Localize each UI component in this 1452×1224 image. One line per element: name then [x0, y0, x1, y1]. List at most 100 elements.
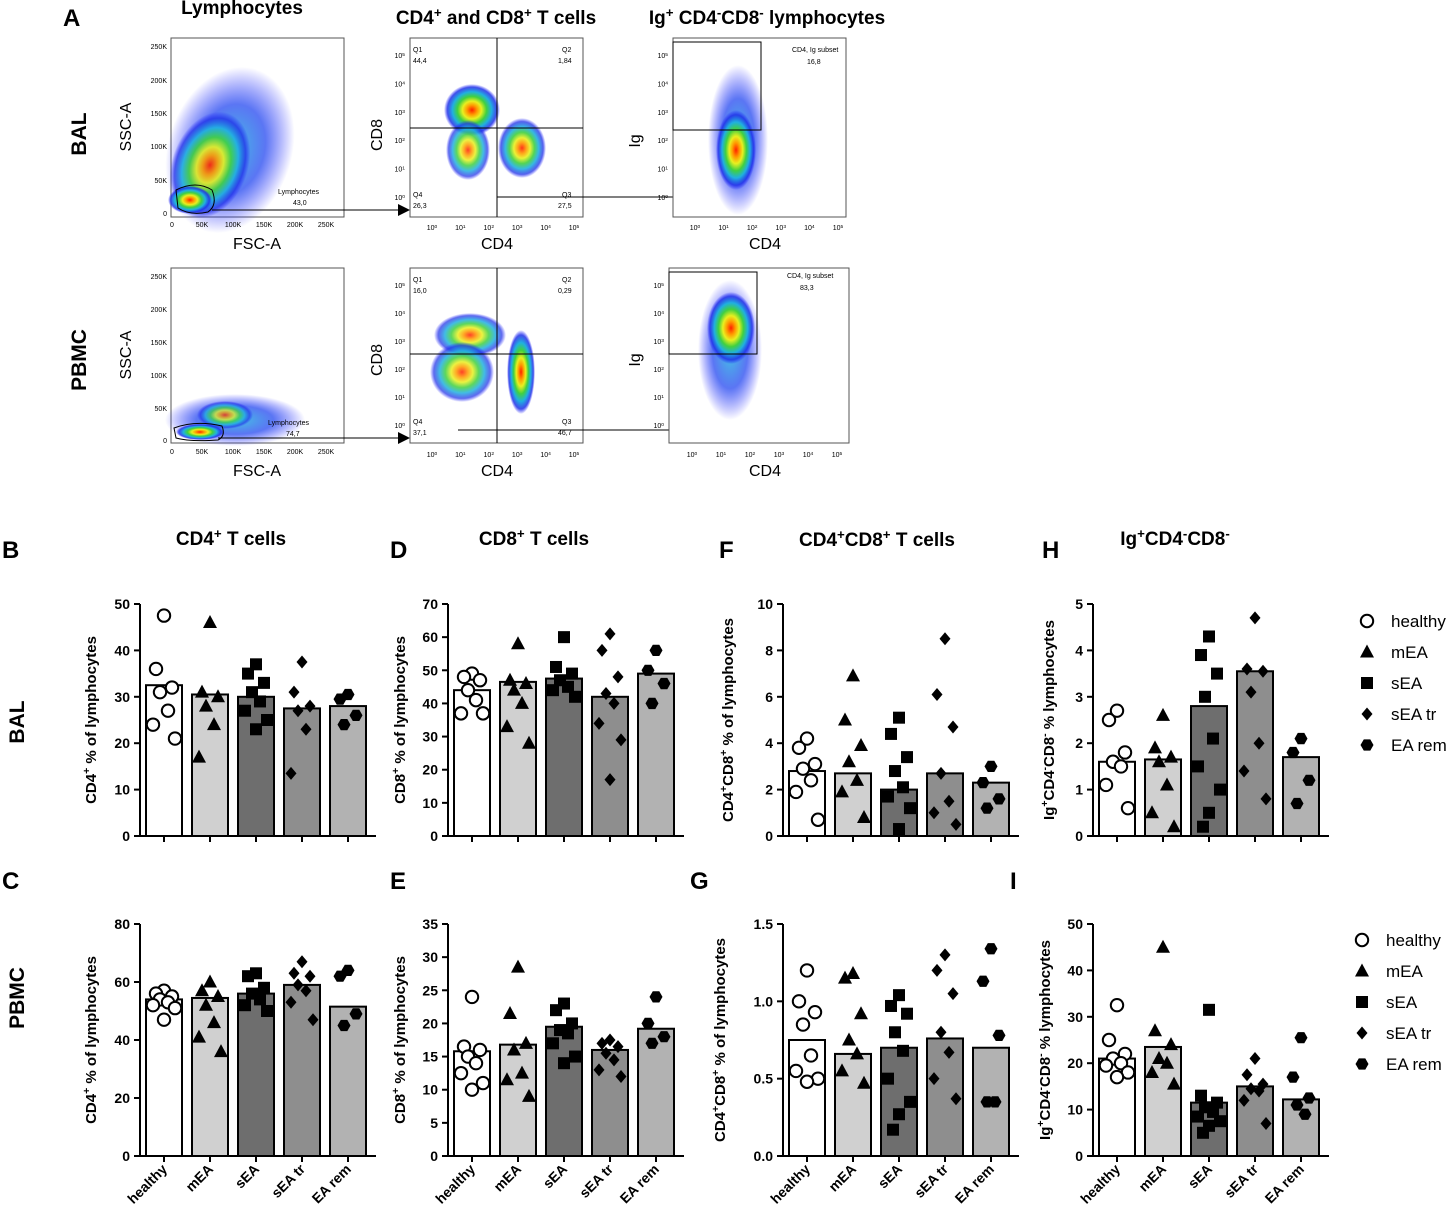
legend-label: healthy: [1386, 931, 1441, 950]
pbmc-subset-yticks: 100 101 102 103 104 105: [653, 282, 664, 431]
log-tick-label: 100: [690, 224, 701, 233]
data-point: [1241, 662, 1253, 676]
data-point: [649, 991, 663, 1003]
data-point: [453, 706, 469, 721]
legend-label: sEA tr: [1386, 1024, 1432, 1043]
pbmc-q3-name: Q3: [562, 419, 571, 426]
svg-text:150K: 150K: [151, 340, 168, 347]
data-point: [304, 969, 316, 983]
data-point: [288, 685, 300, 699]
panel-label-h: H: [1042, 537, 1059, 564]
data-point: [507, 682, 521, 696]
bal-scatter-ylabel: SSC-A: [118, 102, 135, 151]
bar-sea: [237, 992, 275, 1157]
data-point: [600, 1046, 612, 1060]
data-point: [507, 1042, 521, 1056]
y-tick-label: 50: [1067, 916, 1083, 932]
data-point: [803, 773, 819, 788]
data-point: [641, 664, 655, 676]
bal-scatter-yticks: 250K 200K 150K 100K 50K 0: [151, 44, 168, 218]
data-point: [950, 1092, 962, 1106]
svg-text:200K: 200K: [287, 449, 304, 456]
data-point: [604, 627, 616, 641]
data-point: [788, 784, 804, 800]
log-tick-label: 100: [427, 451, 438, 460]
y-axis-label: CD8+ % of lymphocytes: [390, 956, 409, 1124]
data-point: [453, 1065, 469, 1081]
data-point: [857, 809, 871, 823]
data-point: [657, 677, 671, 690]
bal-subset-gate: [672, 41, 762, 131]
log-tick-label: 105: [653, 282, 664, 291]
panel-label-f: F: [719, 537, 734, 564]
bal-q4-name: Q4: [413, 192, 422, 199]
data-point: [939, 632, 951, 646]
svg-text:0: 0: [170, 449, 174, 456]
y-tick-label: 30: [114, 689, 130, 705]
data-point: [885, 727, 897, 740]
bal-subset-xlabel: CD4: [749, 236, 781, 253]
log-tick-label: 102: [484, 224, 495, 233]
bal-q3-name: Q3: [562, 192, 571, 199]
chart-panel-f: F CD4+CD8+ T cells 0 2 4 6 8 10 CD4+CD8+ % of ly…: [718, 527, 1019, 844]
data-point: [807, 1004, 823, 1020]
data-point: [1197, 1126, 1209, 1139]
y-tick-label: 4: [765, 735, 773, 751]
data-point: [593, 716, 605, 730]
data-point: [472, 1042, 488, 1058]
log-tick-label: 104: [394, 310, 405, 319]
y-tick-label: 0.5: [754, 1071, 774, 1087]
pbmc-scatter-density: [165, 394, 305, 446]
y-tick-label: 1.5: [754, 916, 774, 932]
x-tick-label: sEA: [540, 1161, 571, 1192]
log-tick-label: 101: [718, 224, 729, 233]
data-point: [258, 981, 270, 994]
data-point: [1260, 1117, 1272, 1131]
data-point: [641, 1017, 655, 1030]
data-point: [803, 1048, 819, 1063]
chart-panel-c: C 0 20 40 60 80 CD4+ % of lymphocytes healthy mE…: [2, 868, 376, 1207]
pbmc-subset-gate-name: CD4, Ig subset: [787, 273, 833, 280]
data-point: [893, 1108, 905, 1121]
log-tick-label: 100: [657, 194, 668, 203]
data-point: [850, 772, 864, 786]
bal-subset-yticks: 100 101 102 103 104 105: [657, 52, 668, 203]
legend-label: healthy: [1391, 612, 1446, 631]
data-point: [547, 684, 559, 697]
data-point: [1145, 805, 1159, 819]
data-point: [1152, 754, 1166, 768]
data-point: [943, 1045, 955, 1059]
log-tick-label: 105: [833, 224, 844, 233]
chart-title: CD4+ T cells: [176, 526, 286, 551]
bal-subset-plot: CD4, Ig subset 16,8 CD4 Ig 100 101 102 103 1…: [627, 37, 847, 253]
y-tick-label: 60: [114, 974, 130, 990]
y-axis-label: CD4+CD8+ % of lymphocytes: [710, 938, 729, 1142]
data-point: [1167, 1076, 1181, 1090]
data-point: [1164, 749, 1178, 763]
data-point: [246, 686, 258, 699]
row-label-pbmc: PBMC: [6, 967, 29, 1029]
data-point: [1164, 1037, 1178, 1051]
data-point: [254, 993, 266, 1006]
pbmc-scatter-xlabel: FSC-A: [233, 463, 281, 480]
data-point: [1109, 998, 1125, 1013]
y-tick-label: 30: [422, 729, 438, 745]
data-point: [211, 989, 225, 1002]
y-tick-label: 0: [1075, 828, 1083, 844]
log-tick-label: 102: [484, 451, 495, 460]
data-point: [167, 1000, 183, 1016]
data-point: [456, 669, 472, 685]
data-point: [1156, 939, 1170, 953]
log-tick-label: 103: [394, 338, 405, 347]
log-tick-label: 101: [394, 165, 405, 174]
log-tick-label: 103: [774, 451, 785, 460]
bal-subset-gate-name: CD4, Ig subset: [792, 47, 838, 54]
data-point: [1241, 1068, 1253, 1082]
log-tick-label: 102: [653, 366, 664, 375]
y-tick-label: 40: [422, 695, 438, 711]
flow-col-title-lymphocytes: Lymphocytes: [181, 0, 303, 19]
svg-text:250K: 250K: [151, 274, 168, 281]
y-tick-label: 0: [122, 828, 130, 844]
legend-pbmc: healthy mEA sEA sEA tr EA rem: [1354, 931, 1442, 1074]
